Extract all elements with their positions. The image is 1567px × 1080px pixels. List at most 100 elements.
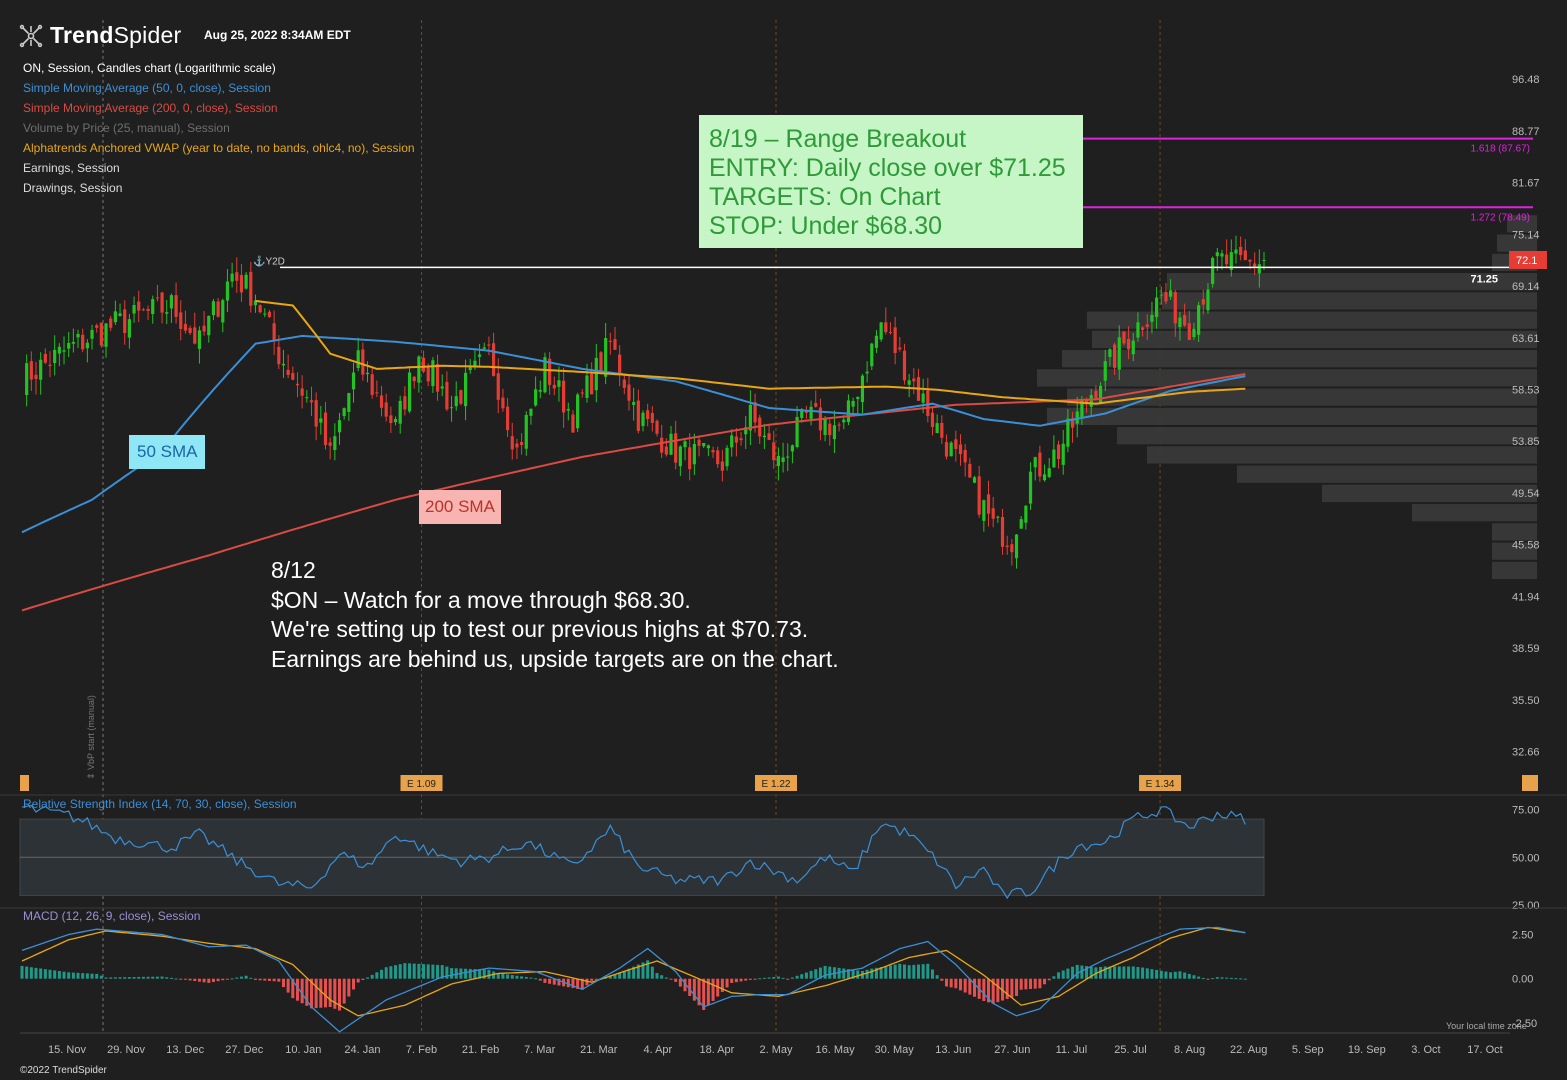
candle-body (323, 412, 328, 446)
macd-histogram-bar (1192, 975, 1196, 979)
macd-histogram-bar (305, 978, 309, 1006)
candle-body (211, 301, 216, 316)
x-axis-tick-label: 29. Nov (107, 1044, 145, 1056)
macd-histogram-bar (898, 963, 902, 979)
earnings-badge (755, 775, 797, 791)
price-axis-tick-label: 96.48 (1512, 74, 1540, 86)
macd-histogram-bar (949, 978, 953, 988)
x-axis-tick-label: 13. Dec (166, 1044, 204, 1056)
candle-body (29, 361, 33, 380)
volume-profile-bar (1497, 234, 1537, 252)
x-axis-tick-label: 16. May (816, 1044, 856, 1056)
candle-body (958, 444, 963, 455)
candle-body (291, 373, 295, 380)
candle-body (571, 414, 575, 433)
candle-body (342, 408, 346, 417)
macd-histogram-bar (781, 977, 785, 979)
x-axis-tick-label: 21. Feb (462, 1044, 499, 1056)
candle-body (972, 477, 977, 483)
legend-entry[interactable]: Simple Moving Average (200, 0, close), S… (23, 101, 278, 115)
rsi-line (21, 804, 1246, 900)
candle-body (1112, 344, 1117, 368)
macd-histogram-bar (506, 974, 510, 979)
candle-body (286, 369, 290, 375)
candle-body (534, 389, 538, 406)
candle-body (748, 404, 752, 431)
macd-histogram-bar (632, 966, 636, 979)
legend-entry[interactable]: ON, Session, Candles chart (Logarithmic … (23, 61, 276, 75)
macd-histogram-bar (510, 975, 514, 979)
candle-body (43, 353, 47, 363)
legend-entry[interactable]: Alphatrends Anchored VWAP (year to date,… (23, 141, 415, 155)
legend-entry[interactable]: Earnings, Session (23, 161, 120, 175)
candle-body (520, 442, 524, 445)
last-price-tag (1509, 250, 1547, 269)
macd-histogram-bar (823, 965, 827, 979)
candle-body (384, 402, 388, 417)
macd-histogram-bar (501, 973, 505, 979)
macd-histogram-bar (809, 970, 813, 979)
candle-body (309, 400, 314, 403)
candle-body (1220, 253, 1224, 257)
candle-body (379, 395, 384, 408)
candle-body (524, 414, 528, 449)
macd-histogram-bar (870, 968, 874, 979)
macd-histogram-bar (90, 973, 94, 979)
macd-histogram-bar (828, 966, 832, 979)
macd-histogram-bar (669, 978, 673, 980)
macd-histogram-bar (571, 978, 575, 989)
macd-histogram-bar (767, 977, 771, 979)
candle-body (1164, 292, 1168, 302)
macd-histogram-bar (492, 971, 496, 979)
candle-body (193, 327, 197, 344)
volume-profile-bar (1087, 311, 1537, 329)
candle-body (1005, 545, 1009, 548)
legend-entry[interactable]: Volume by Price (25, manual), Session (23, 121, 230, 135)
candle-body (762, 435, 766, 438)
rsi-axis-tick-label: 75.00 (1512, 805, 1540, 817)
macd-histogram-bar (160, 976, 164, 979)
candle-body (921, 393, 925, 403)
candle-body (1183, 315, 1187, 326)
macd-histogram-bar (370, 974, 374, 979)
macd-histogram-bar (230, 978, 234, 980)
candle-body (1159, 294, 1163, 296)
macd-histogram-bar (818, 967, 822, 979)
candle-body (179, 312, 183, 329)
macd-histogram-bar (618, 972, 622, 979)
candle-body (641, 412, 645, 427)
candle-body (874, 335, 879, 348)
anchored-vwap-line (255, 299, 1246, 405)
macd-histogram-bar (646, 960, 650, 979)
candle-body (739, 438, 743, 441)
candle-body (795, 416, 799, 448)
macd-histogram-bar (29, 967, 33, 979)
macd-histogram-bar (744, 978, 748, 981)
price-axis-tick-label: 38.59 (1512, 643, 1540, 655)
candle-body (674, 433, 678, 463)
price-axis-tick-label: 45.58 (1512, 540, 1540, 552)
macd-histogram-bar (613, 974, 617, 979)
price-axis-tick-label: 35.50 (1512, 695, 1540, 707)
candle-body (482, 347, 486, 349)
macd-histogram-bar (734, 978, 738, 983)
volume-profile-bar (1322, 484, 1537, 503)
candle-body (548, 358, 552, 385)
candle-body (1080, 400, 1084, 418)
candle-body (1248, 259, 1252, 262)
candle-body (1225, 254, 1229, 265)
macd-histogram-bar (291, 978, 295, 999)
macd-histogram-bar (239, 976, 243, 979)
candle-body (113, 311, 117, 323)
macd-histogram-bar (987, 978, 991, 1003)
macd-histogram-bar (627, 968, 631, 979)
legend-entry[interactable]: Simple Moving Average (50, 0, close), Se… (23, 81, 271, 95)
macd-histogram-bar (608, 975, 612, 979)
macd-axis-tick-label: -2.50 (1512, 1018, 1537, 1030)
macd-histogram-bar (1015, 978, 1019, 996)
volume-profile-bar (1492, 561, 1537, 580)
x-axis-tick-label: 17. Oct (1467, 1044, 1502, 1056)
sma50-line (21, 334, 1246, 534)
macd-histogram-bar (57, 971, 61, 979)
legend-entry[interactable]: Drawings, Session (23, 181, 123, 195)
